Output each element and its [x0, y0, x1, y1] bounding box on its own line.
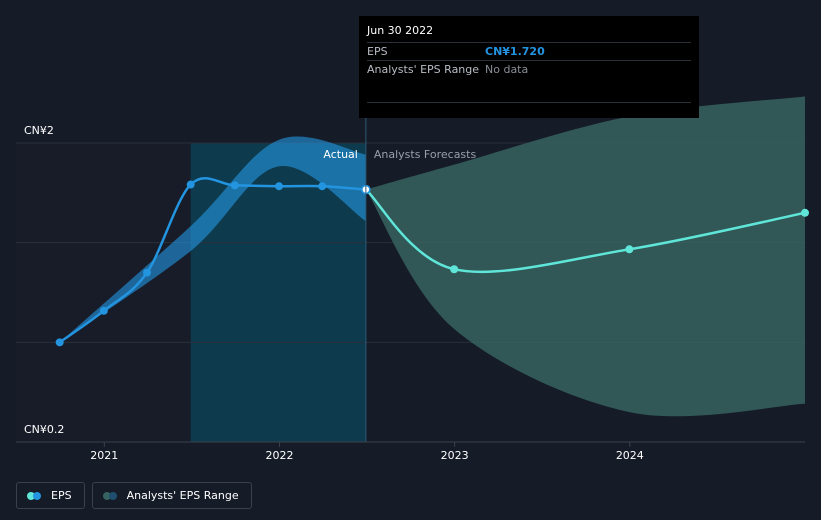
tooltip-range-label: Analysts' EPS Range	[367, 63, 480, 76]
forecast-eps-point	[625, 245, 634, 254]
actual-eps-point	[55, 338, 64, 347]
actual-eps-point	[143, 268, 152, 277]
actual-label: Actual	[323, 148, 357, 161]
eps-points	[55, 180, 809, 347]
actual-eps-point	[99, 306, 108, 315]
forecast-label: Analysts Forecasts	[374, 148, 477, 161]
tooltip-date: Jun 30 2022	[367, 24, 434, 37]
x-tick-label: 2023	[441, 449, 469, 462]
actual-eps-line	[58, 177, 366, 344]
past-eps-range-area	[59, 136, 366, 343]
legend-range-toggle[interactable]: Analysts' EPS Range	[91, 482, 252, 509]
chart-legend: EPS Analysts' EPS Range	[16, 482, 252, 509]
x-tick-label: 2024	[616, 449, 644, 462]
axes: 2021 2022 2023 2024 CN¥2 CN¥0.2	[16, 124, 805, 462]
actual-eps-point	[230, 181, 239, 190]
forecast-eps-point	[450, 265, 459, 274]
tooltip-divider	[367, 78, 691, 103]
x-tick-label: 2022	[265, 449, 293, 462]
tooltip-range-value: No data	[485, 63, 529, 76]
tooltip-row-eps: EPS CN¥1.720	[367, 42, 691, 60]
actual-eps-point	[186, 180, 195, 189]
tooltip: Jun 30 2022 EPS CN¥1.720 Analysts' EPS R…	[359, 16, 699, 118]
x-tick-label: 2021	[90, 449, 118, 462]
y-tick-label: CN¥2	[24, 124, 54, 137]
range-legend-icon	[102, 491, 119, 500]
forecast-eps-point	[801, 208, 809, 217]
tooltip-row-range: Analysts' EPS Range No data	[367, 60, 691, 78]
legend-range-label: Analysts' EPS Range	[126, 489, 239, 502]
legend-eps-label: EPS	[51, 489, 72, 502]
eps-lines	[58, 177, 806, 344]
forecast-eps-line	[365, 188, 806, 274]
eps-legend-icon	[27, 491, 43, 500]
legend-eps-toggle[interactable]: EPS	[16, 482, 85, 509]
tooltip-eps-label: EPS	[367, 45, 388, 58]
actual-eps-point	[318, 182, 327, 191]
y-tick-label: CN¥0.2	[24, 423, 64, 436]
actual-eps-point	[275, 182, 283, 191]
tooltip-eps-value: CN¥1.720	[485, 45, 545, 58]
